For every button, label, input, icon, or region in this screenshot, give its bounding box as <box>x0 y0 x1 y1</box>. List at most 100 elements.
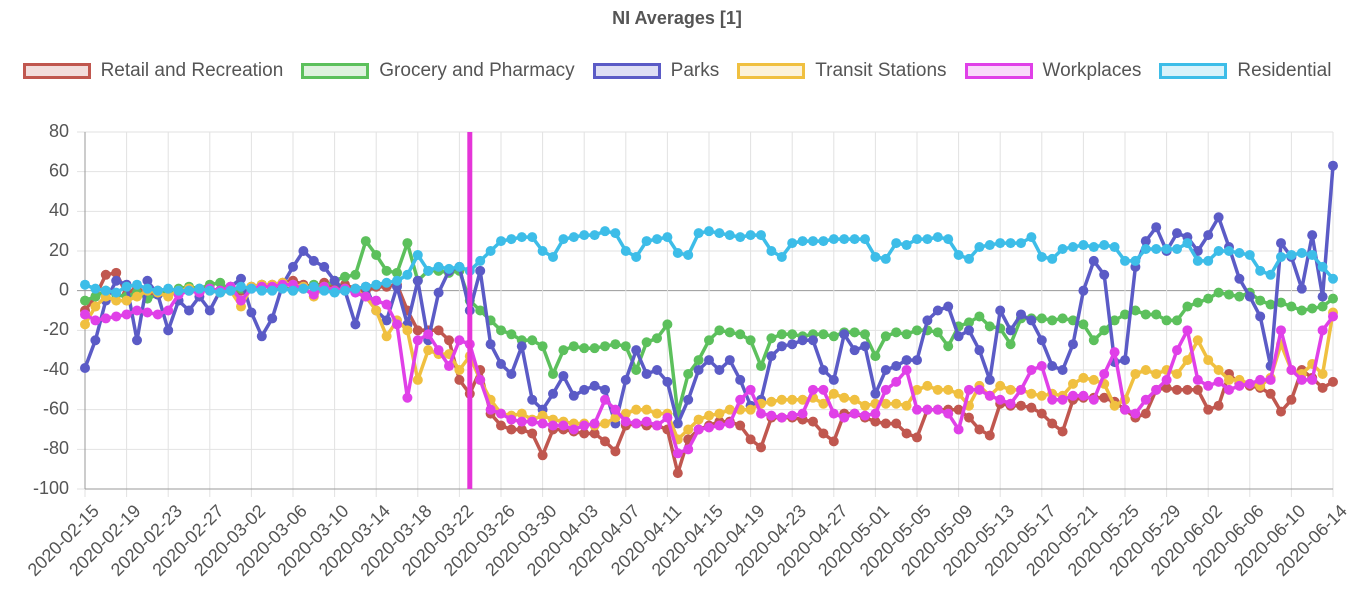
legend-label: Retail and Recreation <box>100 59 284 81</box>
data-point <box>1317 382 1328 393</box>
data-point <box>90 315 101 326</box>
data-point <box>329 275 340 286</box>
legend-item[interactable]: Grocery and Pharmacy <box>301 57 575 84</box>
data-point <box>1016 384 1026 395</box>
data-point <box>818 236 829 247</box>
data-point <box>558 420 569 431</box>
data-point <box>870 416 881 427</box>
data-point <box>932 384 943 395</box>
data-point <box>724 327 735 338</box>
legend-swatch <box>301 62 370 79</box>
y-tick-label: 0 <box>59 279 69 299</box>
data-point <box>516 232 527 243</box>
data-point <box>1140 244 1151 255</box>
data-point <box>121 309 132 320</box>
data-point <box>683 394 694 405</box>
data-point <box>277 283 288 294</box>
data-point <box>121 295 132 306</box>
data-point <box>1182 301 1193 312</box>
legend-item[interactable]: Parks <box>592 57 719 84</box>
data-point <box>849 408 860 419</box>
data-point <box>797 408 808 419</box>
data-point <box>849 394 860 405</box>
data-point <box>756 361 766 372</box>
data-point <box>714 325 725 336</box>
data-point <box>1026 315 1037 326</box>
data-point <box>610 228 621 239</box>
data-point <box>787 410 798 421</box>
data-point <box>173 285 184 296</box>
data-point <box>256 331 267 342</box>
data-point <box>100 285 111 296</box>
legend-item[interactable]: Transit Stations <box>737 57 947 84</box>
data-point <box>600 436 610 447</box>
data-point <box>1057 313 1068 324</box>
data-point <box>1120 404 1130 415</box>
data-point <box>766 333 777 344</box>
data-point <box>641 368 652 379</box>
data-point <box>1140 236 1151 247</box>
data-point <box>1307 303 1318 314</box>
data-point <box>236 295 246 306</box>
data-point <box>381 265 392 276</box>
data-point <box>1192 335 1203 346</box>
data-point <box>485 339 496 350</box>
legend-item[interactable]: Residential <box>1159 57 1331 84</box>
data-point <box>1130 368 1141 379</box>
data-point <box>1265 299 1276 310</box>
data-point <box>912 384 922 395</box>
data-point <box>735 232 746 243</box>
data-point <box>683 424 694 435</box>
data-point <box>204 305 215 316</box>
legend-item[interactable]: Retail and Recreation <box>22 57 284 84</box>
data-point <box>402 269 413 280</box>
data-point <box>1203 230 1214 241</box>
data-point <box>1255 295 1266 306</box>
data-point <box>527 335 538 346</box>
data-point <box>1026 402 1037 413</box>
data-point <box>922 380 933 391</box>
legend-item[interactable]: Workplaces <box>964 57 1141 84</box>
data-point <box>392 267 402 278</box>
data-point <box>1068 339 1078 350</box>
data-point <box>631 404 642 415</box>
data-point <box>1099 269 1110 280</box>
data-point <box>589 428 600 439</box>
data-point <box>1151 384 1162 395</box>
data-point <box>111 295 122 306</box>
data-point <box>506 414 517 425</box>
data-point <box>797 394 808 405</box>
data-point <box>548 388 558 399</box>
data-point <box>787 394 798 405</box>
data-point <box>1099 368 1110 379</box>
data-point <box>995 305 1006 316</box>
data-point <box>870 351 881 362</box>
data-point <box>516 424 527 435</box>
data-point <box>839 392 850 403</box>
data-point <box>922 315 933 326</box>
data-point <box>1234 291 1245 302</box>
data-point <box>860 400 870 411</box>
data-point <box>111 311 122 322</box>
data-point <box>1088 335 1099 346</box>
data-point <box>1026 232 1037 243</box>
data-point <box>1057 244 1068 255</box>
data-point <box>641 416 652 427</box>
data-point <box>1244 378 1255 389</box>
data-point <box>1296 247 1307 258</box>
data-point <box>100 269 111 280</box>
data-point <box>204 285 215 296</box>
data-point <box>568 341 579 352</box>
data-point <box>412 335 423 346</box>
data-point <box>776 329 787 340</box>
data-point <box>1192 297 1203 308</box>
data-point <box>891 398 902 409</box>
data-point <box>1151 368 1162 379</box>
data-point <box>1047 361 1058 372</box>
data-point <box>80 295 90 306</box>
data-point <box>402 325 413 336</box>
data-point <box>496 236 506 247</box>
data-point <box>745 404 756 415</box>
data-point <box>537 418 548 429</box>
